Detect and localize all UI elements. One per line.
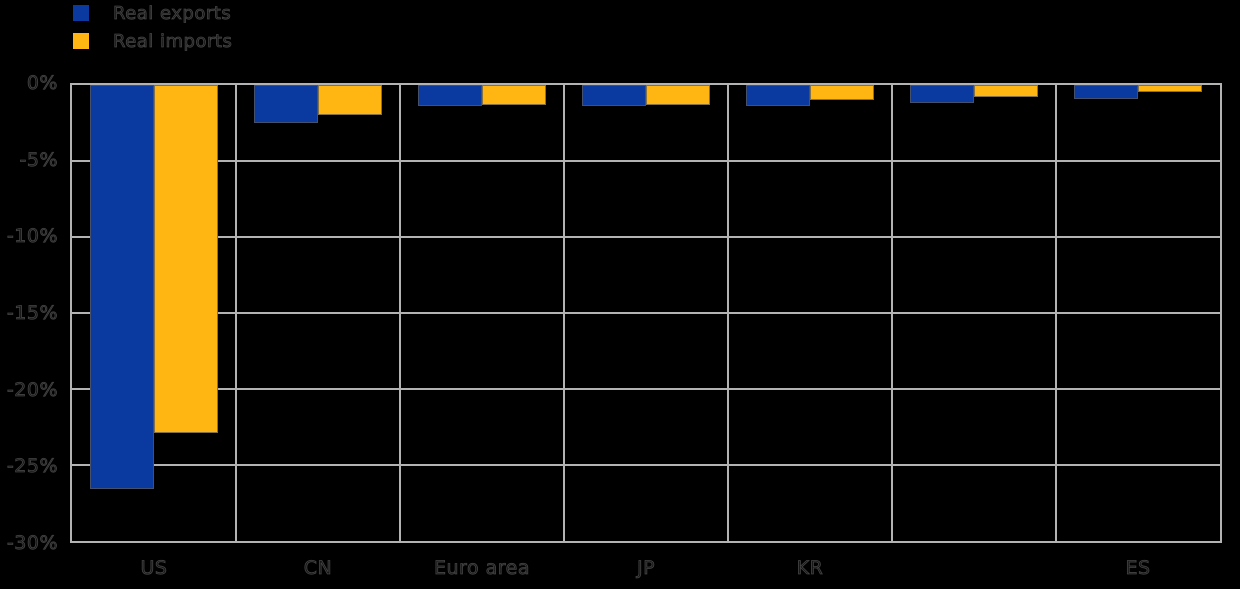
x-tick-label: CN [303, 557, 333, 580]
gridline-h [72, 312, 1220, 314]
bar-real-exports [90, 85, 154, 490]
y-tick-label: -30% [6, 532, 58, 555]
bar-real-imports [974, 85, 1038, 98]
bar-real-imports [482, 85, 546, 105]
bar-real-imports [154, 85, 218, 434]
x-tick-label: ES [1125, 557, 1151, 580]
gridline-v [399, 85, 401, 541]
plot-area [70, 83, 1222, 543]
gridline-h [72, 388, 1220, 390]
bar-real-imports [1138, 85, 1202, 92]
bar-real-imports [646, 85, 710, 105]
x-tick-label: JP [636, 557, 656, 580]
legend-swatch-imports-icon [73, 33, 89, 49]
x-tick-label: US [140, 557, 168, 580]
y-tick-label: -5% [19, 148, 58, 171]
gridline-h [72, 236, 1220, 238]
bar-real-imports [318, 85, 382, 116]
gridline-h [72, 464, 1220, 466]
bar-real-exports [910, 85, 974, 104]
x-tick-label: KR [796, 557, 824, 580]
x-tick-label: Euro area [434, 557, 530, 580]
bar-real-exports [582, 85, 646, 107]
bar-real-exports [418, 85, 482, 107]
gridline-v [1055, 85, 1057, 541]
gridline-h [72, 160, 1220, 162]
legend-label-imports: Real imports [113, 31, 233, 53]
gridline-v [891, 85, 893, 541]
y-tick-label: -10% [6, 225, 58, 248]
y-tick-label: -15% [6, 302, 58, 325]
legend-label-exports: Real exports [113, 3, 232, 25]
y-tick-label: -25% [6, 455, 58, 478]
legend-swatch-exports-icon [73, 5, 89, 21]
gridline-v [235, 85, 237, 541]
bar-real-exports [1074, 85, 1138, 99]
y-tick-label: -20% [6, 378, 58, 401]
y-tick-label: 0% [26, 72, 58, 95]
bar-real-exports [746, 85, 810, 107]
gridline-v [727, 85, 729, 541]
bar-real-imports [810, 85, 874, 101]
bar-real-exports [254, 85, 318, 123]
x-tick-label [894, 556, 1054, 580]
gridline-v [563, 85, 565, 541]
